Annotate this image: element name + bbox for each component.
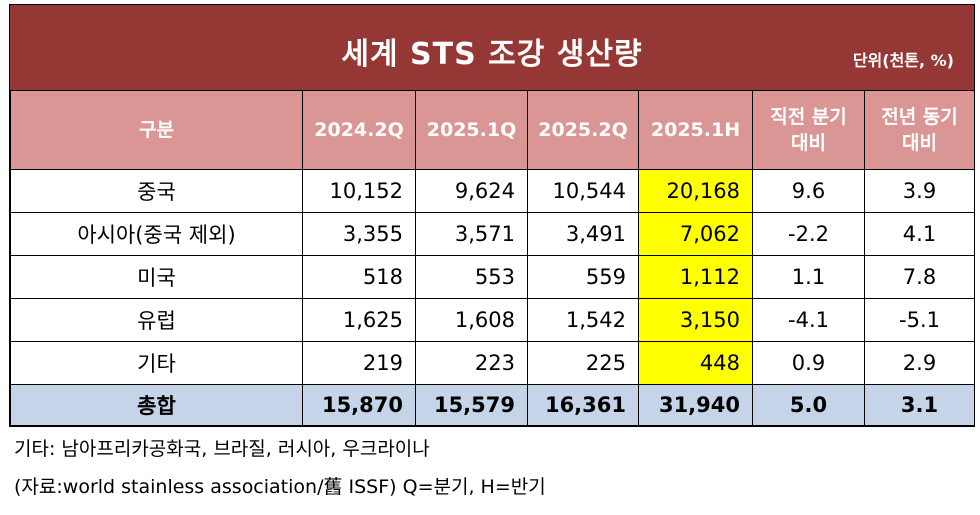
- cell-2024-2q: 1,625: [302, 298, 416, 342]
- title-bar: 세계 STS 조강 생산량 단위(천톤, %): [10, 5, 974, 91]
- header-2025-2q: 2025.2Q: [527, 91, 639, 170]
- cell-2024-2q: 518: [302, 255, 416, 299]
- footnotes: 기타: 남아프리카공화국, 브라질, 러시아, 우크라이나 (자료:world …: [14, 430, 546, 506]
- header-category: 구분: [10, 91, 303, 170]
- cell-2024-2q: 10,152: [302, 169, 416, 213]
- cell-2025-1q: 9,624: [415, 169, 528, 213]
- header-row: 구분 2024.2Q 2025.1Q 2025.2Q 2025.1H 직전 분기…: [10, 91, 975, 170]
- cell-category: 중국: [10, 169, 303, 213]
- cell-category: 유럽: [10, 298, 303, 342]
- cell-category: 총합: [10, 384, 303, 426]
- production-table: 구분 2024.2Q 2025.1Q 2025.2Q 2025.1H 직전 분기…: [10, 91, 975, 426]
- cell-2025-2q: 10,544: [527, 169, 639, 213]
- header-qoq: 직전 분기 대비: [752, 91, 865, 170]
- cell-category: 아시아(중국 제외): [10, 212, 303, 256]
- cell-2024-2q: 3,355: [302, 212, 416, 256]
- table-row: 유럽 1,625 1,608 1,542 3,150 -4.1 -5.1: [10, 298, 975, 342]
- cell-qoq: 0.9: [752, 341, 865, 385]
- cell-2025-2q: 559: [527, 255, 639, 299]
- table-row: 아시아(중국 제외) 3,355 3,571 3,491 7,062 -2.2 4.1: [10, 212, 975, 256]
- cell-2025-1h: 3,150: [638, 298, 753, 342]
- table-row: 중국 10,152 9,624 10,544 20,168 9.6 3.9: [10, 169, 975, 213]
- cell-2024-2q: 15,870: [302, 384, 416, 426]
- cell-yoy: -5.1: [864, 298, 975, 342]
- cell-2025-1h: 448: [638, 341, 753, 385]
- table-title: 세계 STS 조강 생산량: [341, 37, 643, 72]
- cell-qoq: 9.6: [752, 169, 865, 213]
- cell-yoy: 2.9: [864, 341, 975, 385]
- cell-2025-1h: 20,168: [638, 169, 753, 213]
- header-2024-2q: 2024.2Q: [302, 91, 416, 170]
- cell-2025-1q: 553: [415, 255, 528, 299]
- cell-yoy: 3.1: [864, 384, 975, 426]
- cell-2025-1h: 31,940: [638, 384, 753, 426]
- cell-2025-1q: 1,608: [415, 298, 528, 342]
- cell-qoq: -2.2: [752, 212, 865, 256]
- cell-2025-1q: 3,571: [415, 212, 528, 256]
- header-2025-1h: 2025.1H: [638, 91, 753, 170]
- cell-yoy: 7.8: [864, 255, 975, 299]
- cell-2025-2q: 16,361: [527, 384, 639, 426]
- unit-label: 단위(천톤, %): [852, 51, 954, 70]
- header-yoy: 전년 동기 대비: [864, 91, 975, 170]
- header-2025-1q: 2025.1Q: [415, 91, 528, 170]
- cell-2025-2q: 225: [527, 341, 639, 385]
- cell-2025-2q: 1,542: [527, 298, 639, 342]
- cell-category: 미국: [10, 255, 303, 299]
- footnote-others: 기타: 남아프리카공화국, 브라질, 러시아, 우크라이나: [14, 438, 430, 460]
- cell-2025-1h: 1,112: [638, 255, 753, 299]
- cell-category: 기타: [10, 341, 303, 385]
- cell-yoy: 3.9: [864, 169, 975, 213]
- total-row: 총합 15,870 15,579 16,361 31,940 5.0 3.1: [10, 384, 975, 426]
- cell-qoq: 1.1: [752, 255, 865, 299]
- cell-2025-1q: 223: [415, 341, 528, 385]
- table-row: 기타 219 223 225 448 0.9 2.9: [10, 341, 975, 385]
- cell-2025-1h: 7,062: [638, 212, 753, 256]
- cell-qoq: -4.1: [752, 298, 865, 342]
- cell-2024-2q: 219: [302, 341, 416, 385]
- table-row: 미국 518 553 559 1,112 1.1 7.8: [10, 255, 975, 299]
- cell-2025-2q: 3,491: [527, 212, 639, 256]
- cell-yoy: 4.1: [864, 212, 975, 256]
- footnote-source: (자료:world stainless association/舊 ISSF) …: [14, 476, 546, 498]
- sts-production-table-frame: 세계 STS 조강 생산량 단위(천톤, %) 구분 2024.2Q 2025.…: [9, 4, 975, 427]
- cell-2025-1q: 15,579: [415, 384, 528, 426]
- cell-qoq: 5.0: [752, 384, 865, 426]
